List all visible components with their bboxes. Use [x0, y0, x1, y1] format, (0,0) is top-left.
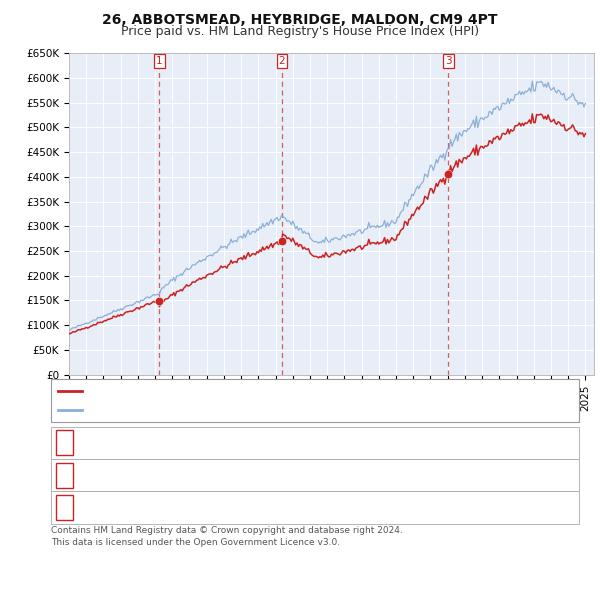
Text: £270,000: £270,000	[267, 470, 320, 480]
Text: £405,000: £405,000	[267, 503, 320, 513]
Text: 2: 2	[61, 470, 68, 480]
Text: Contains HM Land Registry data © Crown copyright and database right 2024.
This d: Contains HM Land Registry data © Crown c…	[51, 526, 403, 547]
Text: 6% ↑ HPI: 6% ↑ HPI	[423, 438, 475, 448]
Text: 10% ↓ HPI: 10% ↓ HPI	[423, 503, 482, 513]
Text: 30-MAR-2000: 30-MAR-2000	[80, 438, 154, 448]
Text: 1: 1	[156, 56, 163, 66]
Text: 12-JAN-2017: 12-JAN-2017	[80, 503, 150, 513]
Text: HPI: Average price, detached house, Maldon: HPI: Average price, detached house, Mald…	[86, 405, 333, 415]
Text: 26, ABBOTSMEAD, HEYBRIDGE, MALDON, CM9 4PT: 26, ABBOTSMEAD, HEYBRIDGE, MALDON, CM9 4…	[102, 13, 498, 27]
Text: 2: 2	[278, 56, 285, 66]
Text: 10-MAY-2007: 10-MAY-2007	[80, 470, 152, 480]
Text: £148,500: £148,500	[267, 438, 320, 448]
Text: 3: 3	[61, 503, 68, 513]
Text: Price paid vs. HM Land Registry's House Price Index (HPI): Price paid vs. HM Land Registry's House …	[121, 25, 479, 38]
Text: 1: 1	[61, 438, 68, 448]
Text: 12% ↓ HPI: 12% ↓ HPI	[423, 470, 482, 480]
Text: 3: 3	[445, 56, 452, 66]
Text: 26, ABBOTSMEAD, HEYBRIDGE, MALDON, CM9 4PT (detached house): 26, ABBOTSMEAD, HEYBRIDGE, MALDON, CM9 4…	[86, 386, 470, 396]
